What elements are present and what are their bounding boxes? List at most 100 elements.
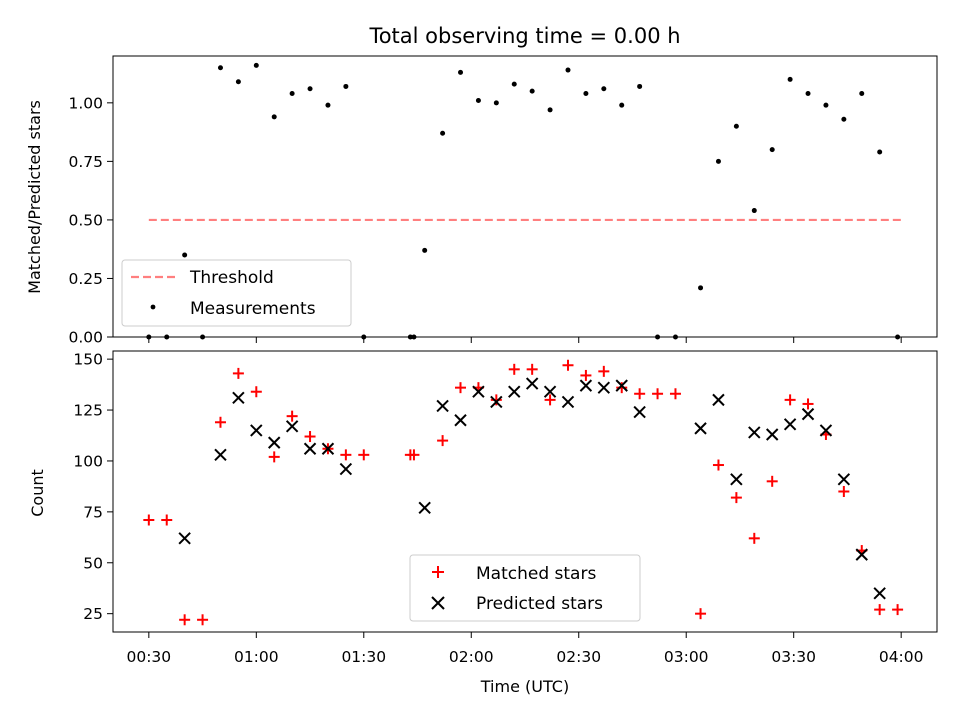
measurement-point (601, 86, 607, 92)
measurement-point (493, 100, 499, 106)
matched-star-point (143, 514, 155, 526)
matched-star-point (358, 449, 370, 461)
matched-star-point (408, 449, 420, 461)
axes-frame-count (112, 350, 938, 633)
measurement-point (565, 67, 571, 73)
measurement-point (751, 208, 757, 214)
measurement-point (235, 79, 241, 85)
matched-star-point (652, 388, 664, 400)
predicted-star-point (454, 414, 467, 427)
measurement-point (440, 130, 446, 136)
y-tick-label: 0.75 (68, 153, 103, 171)
measurement-point (619, 102, 625, 108)
measurement-point (475, 97, 481, 103)
matched-star-point (179, 614, 191, 626)
measurement-point (733, 123, 739, 129)
predicted-star-point (472, 385, 485, 398)
matched-star-point (892, 604, 904, 616)
predicted-star-point (490, 395, 503, 409)
measurement-point (217, 65, 223, 71)
measurement-point (583, 90, 589, 96)
x-tick-label: 03:00 (664, 648, 709, 666)
predicted-star-point (321, 442, 335, 455)
y-tick-label: 25 (83, 605, 103, 623)
predicted-star-point (250, 424, 263, 437)
predicted-star-point (303, 442, 317, 455)
x-tick-label: 03:30 (771, 648, 816, 666)
measurement-point (307, 86, 313, 92)
measurement-point (182, 252, 188, 258)
predicted-star-point (178, 532, 191, 545)
matched-star-point (490, 394, 502, 406)
predicted-star-point (765, 428, 779, 441)
predicted-star-point (873, 587, 886, 600)
predicted-star-point (436, 399, 449, 413)
legend-threshold-label: Threshold (189, 268, 274, 288)
legend-box (409, 554, 641, 622)
matched-star-point (669, 388, 681, 400)
predicted-star-point (525, 377, 539, 390)
matched-star-point (161, 514, 173, 526)
y-tick-label: 150 (73, 351, 103, 369)
measurement-point (787, 76, 793, 82)
matched-star-point (634, 388, 646, 400)
matched-star-point (268, 451, 280, 463)
matched-star-point (712, 459, 724, 471)
x-tick-label: 00:30 (126, 648, 171, 666)
predicted-star-point (748, 426, 761, 439)
legend-measurements-swatch (150, 304, 156, 310)
matched-star-point (286, 410, 298, 422)
x-tick-label: 02:00 (449, 648, 494, 666)
chart-title: Total observing time = 0.00 h (368, 24, 680, 48)
y-tick-label: 0.00 (68, 329, 103, 347)
predicted-star-point (597, 381, 611, 394)
predicted-star-point (561, 395, 575, 409)
x-tick-label: 04:00 (879, 648, 924, 666)
y-tick-label: 100 (73, 452, 103, 470)
matched-star-point (214, 416, 226, 428)
measurement-point (343, 83, 349, 89)
legend-ratio: Threshold Measurements (121, 259, 352, 327)
x-tick-label: 02:30 (556, 648, 601, 666)
matched-star-point (802, 398, 814, 410)
predicted-star-point (418, 501, 431, 514)
y-tick-label: 125 (73, 402, 103, 420)
y-ticks-ratio: 0.00 0.25 0.50 0.75 1.00 (68, 94, 113, 347)
measurement-point (877, 149, 883, 155)
measurement-point (253, 62, 259, 68)
measurement-point (289, 90, 295, 96)
predicted-star-point (801, 407, 815, 421)
measurement-point (823, 102, 829, 108)
predicted-star-point (730, 473, 743, 486)
predicted-star-point (232, 391, 245, 405)
matched-star-point (784, 394, 796, 406)
legend-matched-swatch (432, 566, 444, 578)
y-tick-label: 1.00 (68, 94, 103, 112)
x-axis-label: Time (UTC) (480, 677, 569, 696)
plot-area-count (143, 359, 904, 626)
predicted-star-point (268, 436, 281, 449)
legend-box (121, 259, 352, 327)
y-axis-label-ratio: Matched/Predicted stars (25, 100, 44, 294)
predicted-star-point (855, 548, 868, 561)
predicted-star-point (543, 385, 557, 398)
ratio-panel: Total observing time = 0.00 h Matched/Pr… (25, 24, 938, 347)
predicted-star-point (633, 405, 646, 419)
measurement-point (422, 247, 428, 253)
matched-star-point (232, 367, 244, 379)
predicted-star-point (285, 420, 299, 433)
matched-star-point (616, 382, 628, 394)
matched-star-point (250, 386, 262, 398)
matched-star-point (455, 382, 467, 394)
y-ticks-count: 25 50 75 100 125 150 (73, 351, 113, 623)
measurement-point (547, 107, 553, 113)
measurement-point (637, 83, 643, 89)
x-ticks-count: 00:30 01:00 01:30 02:00 02:30 03:00 03:30 04:00 (126, 632, 924, 666)
legend-measurements-label: Measurements (190, 299, 316, 319)
x-tick-label: 01:00 (234, 648, 279, 666)
measurement-point (841, 116, 847, 122)
matched-star-point (304, 431, 316, 443)
measurement-point (529, 88, 535, 94)
measurement-point (458, 69, 464, 75)
